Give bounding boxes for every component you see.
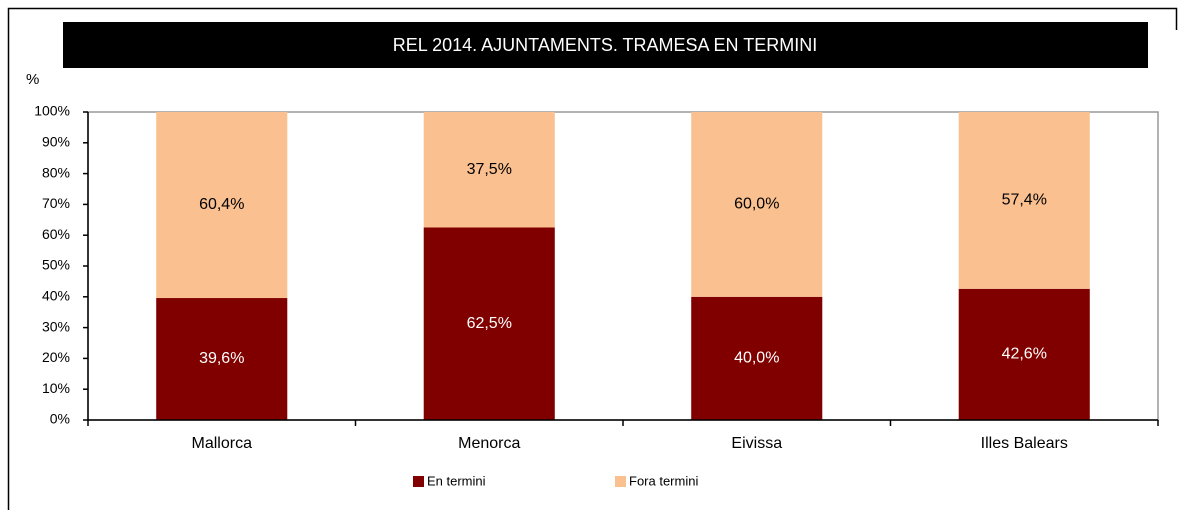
- y-tick-label: 90%: [42, 134, 70, 150]
- data-label: 37,5%: [467, 161, 512, 178]
- x-tick-label: Eivissa: [731, 435, 782, 452]
- chart-title: REL 2014. AJUNTAMENTS. TRAMESA EN TERMIN…: [393, 35, 817, 55]
- legend-swatch: [413, 476, 424, 487]
- y-tick-label: 30%: [42, 318, 70, 334]
- x-tick-label: Menorca: [458, 435, 520, 452]
- legend-label: Fora termini: [629, 473, 698, 488]
- y-tick-label: 70%: [42, 195, 70, 211]
- data-label: 42,6%: [1002, 346, 1047, 363]
- data-label: 57,4%: [1002, 192, 1047, 209]
- data-label: 62,5%: [467, 315, 512, 332]
- bar-segment: [691, 112, 823, 297]
- y-tick-label: 0%: [50, 411, 70, 427]
- data-label: 60,4%: [199, 196, 244, 213]
- y-tick-label: 20%: [42, 349, 70, 365]
- bar-segment: [156, 298, 288, 420]
- data-label: 39,6%: [199, 350, 244, 367]
- y-tick-label: 10%: [42, 380, 70, 396]
- y-tick-label: 60%: [42, 226, 70, 242]
- bar-segment: [691, 296, 823, 420]
- x-tick-label: Illes Balears: [981, 435, 1068, 452]
- y-tick-label: 40%: [42, 288, 70, 304]
- bar-segment: [423, 227, 555, 420]
- data-label: 40,0%: [734, 350, 779, 367]
- legend-label: En termini: [427, 473, 486, 488]
- bar-segment: [958, 112, 1090, 289]
- x-tick-label: Mallorca: [192, 435, 253, 452]
- y-tick-label: 50%: [42, 257, 70, 273]
- bar-segment: [423, 112, 555, 228]
- data-label: 60,0%: [734, 196, 779, 213]
- frame: [7, 7, 1178, 510]
- title-bar: [63, 22, 1148, 68]
- legend-swatch: [615, 476, 626, 487]
- y-axis-label: %: [26, 71, 39, 88]
- bar-segment: [156, 112, 288, 299]
- y-tick-label: 80%: [42, 164, 70, 180]
- bar-segment: [958, 288, 1090, 420]
- y-tick-label: 100%: [34, 103, 70, 119]
